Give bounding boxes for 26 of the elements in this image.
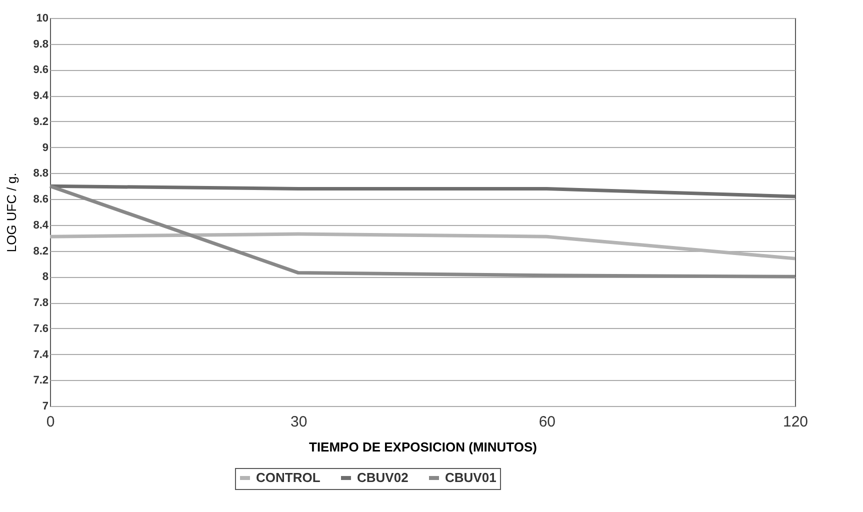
y-tick-label: 7.2: [33, 374, 48, 387]
y-axis-title: LOG UFC / g.: [4, 172, 20, 252]
y-tick-label: 7: [42, 400, 48, 412]
legend-label: CBUV01: [445, 470, 496, 485]
legend-label: CONTROL: [256, 470, 320, 485]
y-tick-label: 8.6: [33, 194, 48, 206]
x-tick-label: 60: [538, 414, 556, 430]
x-tick-label: 120: [782, 414, 808, 430]
y-tick-label: 10: [36, 12, 48, 24]
y-tick-label: 7.6: [33, 322, 48, 335]
y-tick-label: 9.8: [33, 38, 48, 50]
y-tick-label: 9.2: [33, 116, 48, 128]
x-axis-title: TIEMPO DE EXPOSICION (MINUTOS): [308, 440, 538, 454]
y-tick-label: 7.4: [33, 348, 50, 361]
y-tick-label: 9.6: [33, 64, 48, 76]
legend-label: CBUV02: [357, 470, 408, 485]
x-tick-label: 30: [290, 414, 308, 430]
line-series: [48, 184, 797, 278]
y-tick-label: 8: [42, 271, 48, 284]
y-tick-label: 8.4: [33, 219, 50, 232]
y-tick-label: 8.8: [33, 168, 48, 180]
y-tick-label: 7.8: [33, 297, 48, 310]
y-tick-label: 9.4: [33, 90, 50, 102]
x-tick-label: 0: [46, 414, 55, 430]
y-tick-label: 8.2: [33, 245, 48, 258]
y-tick-label: 9: [42, 142, 48, 154]
